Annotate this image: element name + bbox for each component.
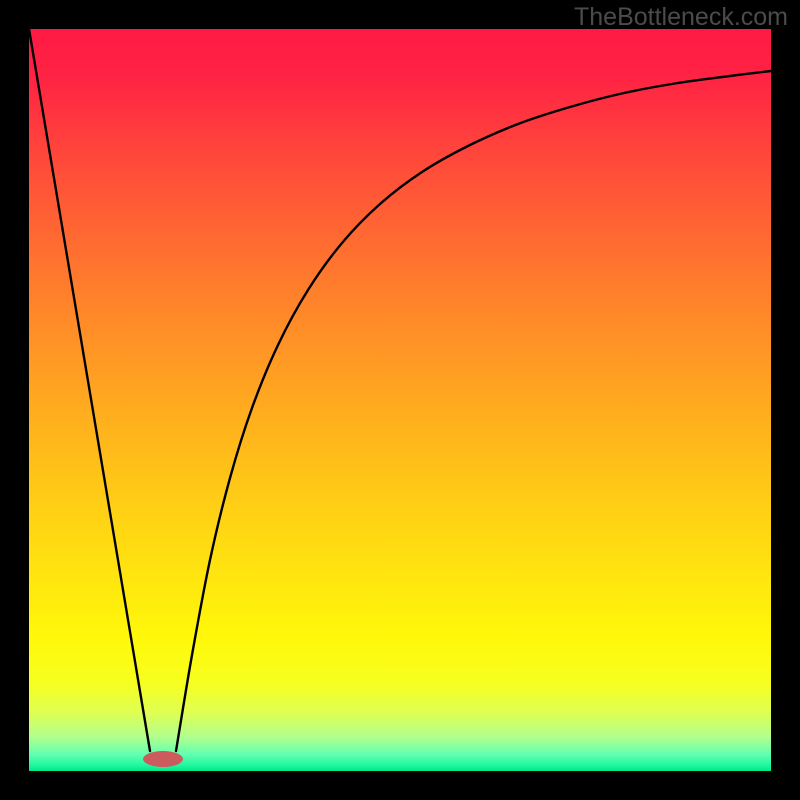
chart-container: TheBottleneck.com — [0, 0, 800, 800]
gradient-plot-area — [29, 29, 771, 771]
watermark-label: TheBottleneck.com — [574, 3, 788, 32]
